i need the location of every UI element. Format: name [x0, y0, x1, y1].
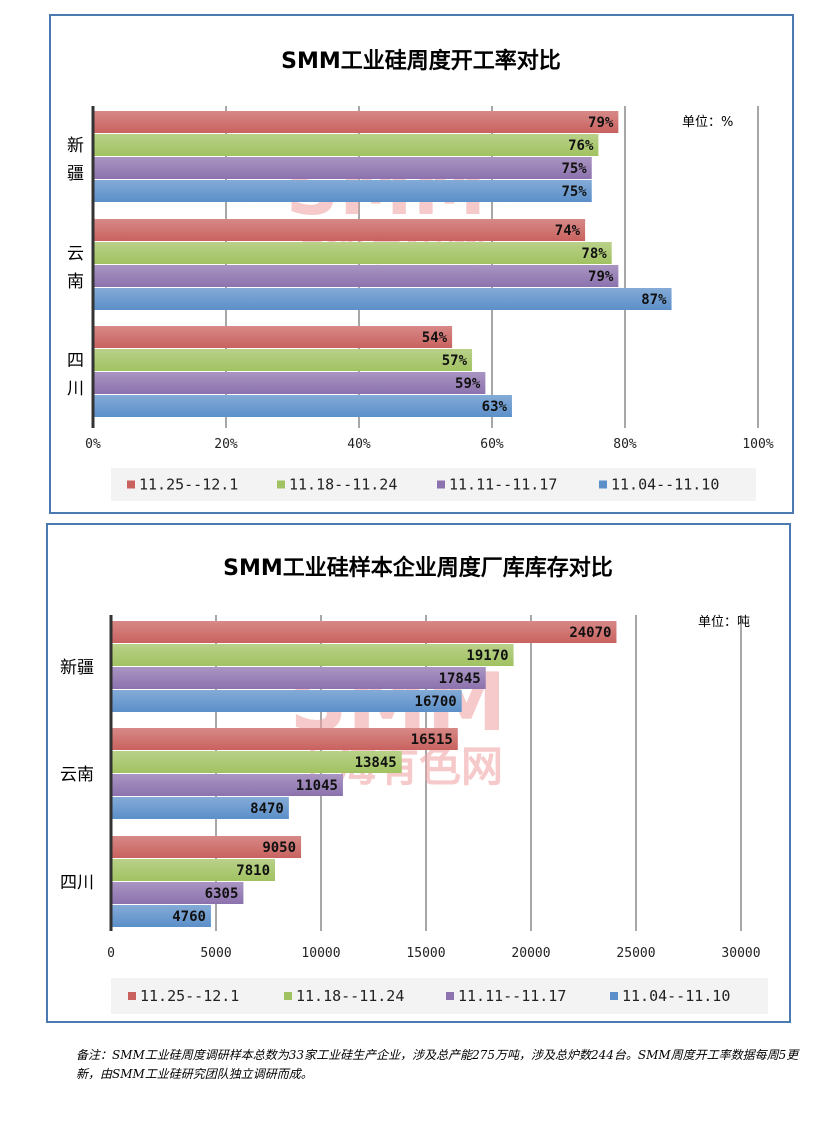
- bar-data-label: 17845: [439, 671, 481, 687]
- bar-data-label: 75%: [561, 161, 587, 177]
- bar-data-label: 6305: [205, 886, 239, 902]
- bar-data-label: 74%: [555, 223, 581, 239]
- legend-item-label: 11.04--11.10: [611, 476, 719, 494]
- legend-swatch: [128, 992, 136, 1000]
- chart-panel-inventory: SMM上海有色网24070191701784516700165151384511…: [46, 523, 791, 1023]
- bar: [93, 111, 619, 133]
- bar: [93, 288, 672, 310]
- bar: [93, 349, 473, 371]
- legend-background: [111, 978, 768, 1014]
- category-label: 四川: [67, 351, 84, 399]
- bar-data-label: 79%: [588, 269, 614, 285]
- bar-data-label: 59%: [455, 376, 481, 392]
- x-tick-label: 80%: [613, 437, 637, 452]
- operating-rate-chart: SMM上海有色网79%76%75%75%74%78%79%87%54%57%59…: [67, 48, 774, 501]
- legend-swatch: [446, 992, 454, 1000]
- bar-data-label: 57%: [442, 353, 468, 369]
- chart-title: SMM工业硅样本企业周度厂库库存对比: [223, 555, 613, 581]
- bar-data-label: 9050: [262, 840, 296, 856]
- legend-swatch: [437, 480, 445, 489]
- bar: [111, 728, 458, 750]
- x-tick-label: 10000: [301, 946, 340, 961]
- bar-data-label: 11045: [296, 778, 338, 794]
- bars: 79% 76% 75% 75% 74%78% 79% 87% 54% 57% 59%63%: [93, 111, 672, 417]
- bar-data-label: 79%: [588, 115, 614, 131]
- legend-item-label: 11.18--11.24: [296, 987, 404, 1005]
- x-tick-label: 40%: [347, 437, 371, 452]
- bar: [93, 134, 599, 156]
- legend-item-label: 11.11--11.17: [458, 987, 566, 1005]
- bar-data-label: 16515: [411, 732, 453, 748]
- x-tick-label: 25000: [616, 946, 655, 961]
- bar-data-label: 78%: [581, 246, 607, 262]
- bar: [111, 905, 211, 927]
- bar: [111, 797, 289, 819]
- bar: [93, 157, 592, 179]
- bars: 24070 19170 17845 16700 16515 13845 11045 8470 9…: [111, 621, 617, 927]
- x-tick-label: 0: [107, 946, 115, 961]
- x-tick-label: 60%: [480, 437, 504, 452]
- bar: [93, 372, 486, 394]
- bar-data-label: 4760: [172, 909, 206, 925]
- bar-data-label: 7810: [236, 863, 270, 879]
- x-tick-label: 30000: [721, 946, 760, 961]
- bar-data-label: 16700: [415, 694, 457, 710]
- x-tick-label: 100%: [742, 437, 773, 452]
- x-tick-label: 0%: [85, 437, 101, 452]
- bar-data-label: 24070: [569, 625, 611, 641]
- legend-swatch: [610, 992, 618, 1000]
- legend-swatch: [284, 992, 292, 1000]
- unit-label: 单位：吨: [698, 615, 750, 630]
- category-label: 新疆: [60, 658, 94, 678]
- bar-data-label: 8470: [250, 801, 284, 817]
- bar: [111, 836, 302, 858]
- bar: [93, 180, 592, 202]
- legend: 11.25--12.1 11.18--11.24 11.11--11.17 11.04…: [111, 468, 756, 501]
- chart-panel-operating-rate: SMM上海有色网79%76%75%75%74%78%79%87%54%57%59…: [49, 14, 794, 514]
- legend-background: [111, 468, 756, 501]
- inventory-chart: SMM上海有色网24070191701784516700165151384511…: [60, 555, 768, 1014]
- category-label: 新疆: [67, 136, 84, 184]
- bar: [111, 690, 462, 712]
- bar: [111, 774, 343, 796]
- bar: [111, 621, 617, 643]
- bar: [93, 219, 586, 241]
- bar: [111, 859, 276, 881]
- chart-title: SMM工业硅周度开工率对比: [281, 48, 561, 74]
- x-tick-label: 20%: [214, 437, 238, 452]
- category-label: 云南: [67, 244, 84, 292]
- bar: [93, 395, 512, 417]
- legend-swatch: [277, 480, 285, 489]
- bar-data-label: 19170: [466, 648, 508, 664]
- legend-item-label: 11.25--12.1: [140, 987, 239, 1005]
- legend-swatch: [127, 480, 135, 489]
- legend-item-label: 11.11--11.17: [449, 476, 557, 494]
- bar: [111, 751, 402, 773]
- legend-swatch: [599, 480, 607, 489]
- footnote: 备注：SMM工业硅周度调研样本总数为33家工业硅生产企业，涉及总产能275万吨，…: [76, 1048, 799, 1081]
- x-tick-label: 20000: [511, 946, 550, 961]
- bar-data-label: 87%: [641, 292, 667, 308]
- bar: [93, 242, 612, 264]
- bar-data-label: 63%: [482, 399, 508, 415]
- x-tick-label: 15000: [406, 946, 445, 961]
- category-label: 四川: [60, 873, 94, 893]
- legend-item-label: 11.25--12.1: [139, 476, 238, 494]
- bar-data-label: 13845: [355, 755, 397, 771]
- bar: [93, 326, 453, 348]
- bar: [93, 265, 619, 287]
- bar: [111, 882, 244, 904]
- unit-label: 单位：%: [682, 115, 733, 130]
- legend-item-label: 11.04--11.10: [622, 987, 730, 1005]
- bar: [111, 644, 514, 666]
- bar-data-label: 76%: [568, 138, 594, 154]
- legend-item-label: 11.18--11.24: [289, 476, 397, 494]
- legend: 11.25--12.1 11.18--11.24 11.11--11.17 11.04…: [111, 978, 768, 1014]
- category-label: 云南: [60, 765, 94, 785]
- x-tick-label: 5000: [200, 946, 231, 961]
- bar: [111, 667, 486, 689]
- bar-data-label: 54%: [422, 330, 448, 346]
- bar-data-label: 75%: [561, 184, 587, 200]
